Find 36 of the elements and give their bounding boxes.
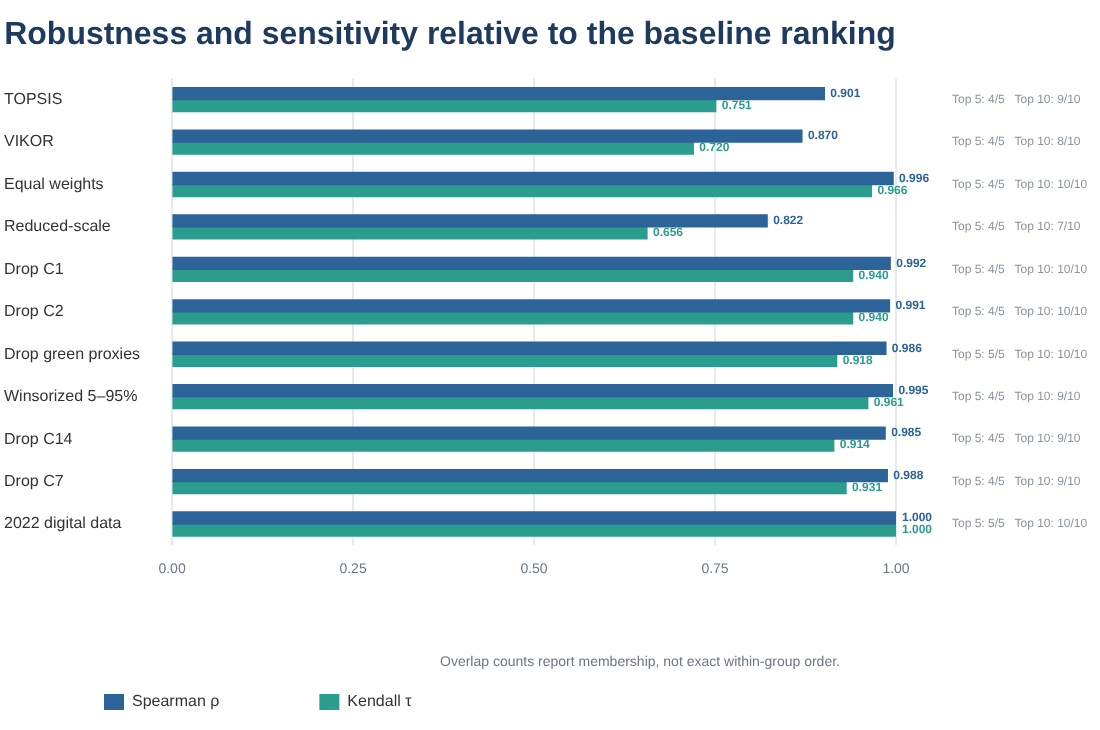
bar bbox=[172, 214, 768, 228]
bar bbox=[172, 438, 835, 452]
bar bbox=[172, 511, 896, 525]
bar bbox=[172, 226, 648, 240]
y-tick-label: Drop C7 bbox=[4, 471, 65, 490]
bar bbox=[172, 98, 717, 113]
bar bbox=[172, 171, 894, 186]
bar bbox=[172, 384, 894, 398]
bar bbox=[172, 141, 694, 155]
bar bbox=[172, 468, 888, 483]
bar bbox=[172, 396, 869, 410]
bar bbox=[172, 86, 825, 101]
bar bbox=[172, 299, 891, 313]
legend-label: Kendall τ bbox=[347, 692, 414, 711]
y-tick-label: Drop C2 bbox=[4, 302, 65, 321]
y-tick-label: Drop C14 bbox=[4, 429, 74, 448]
bar bbox=[172, 268, 854, 283]
y-tick-label: 2022 digital data bbox=[4, 514, 123, 533]
y-tick-label: VIKOR bbox=[4, 132, 55, 151]
y-tick-label: Reduced-scale bbox=[4, 217, 112, 236]
bar bbox=[172, 311, 854, 325]
bar bbox=[172, 256, 891, 271]
legend-label: Spearman ρ bbox=[132, 692, 221, 711]
y-tick-label: Drop green proxies bbox=[4, 344, 141, 363]
bar bbox=[172, 129, 803, 143]
chart-title: Robustness and sensitivity relative to the baseline ranking bbox=[4, 18, 896, 53]
bar bbox=[172, 426, 886, 440]
bar bbox=[172, 341, 887, 355]
y-tick-label: Equal weights bbox=[4, 174, 104, 193]
bar bbox=[172, 183, 873, 198]
y-tick-label: Drop C1 bbox=[4, 259, 65, 278]
bar bbox=[172, 353, 838, 367]
y-tick-label: TOPSIS bbox=[4, 90, 63, 109]
bar bbox=[172, 523, 896, 537]
bar bbox=[172, 480, 847, 495]
y-tick-label: Winsorized 5–95% bbox=[4, 387, 138, 406]
